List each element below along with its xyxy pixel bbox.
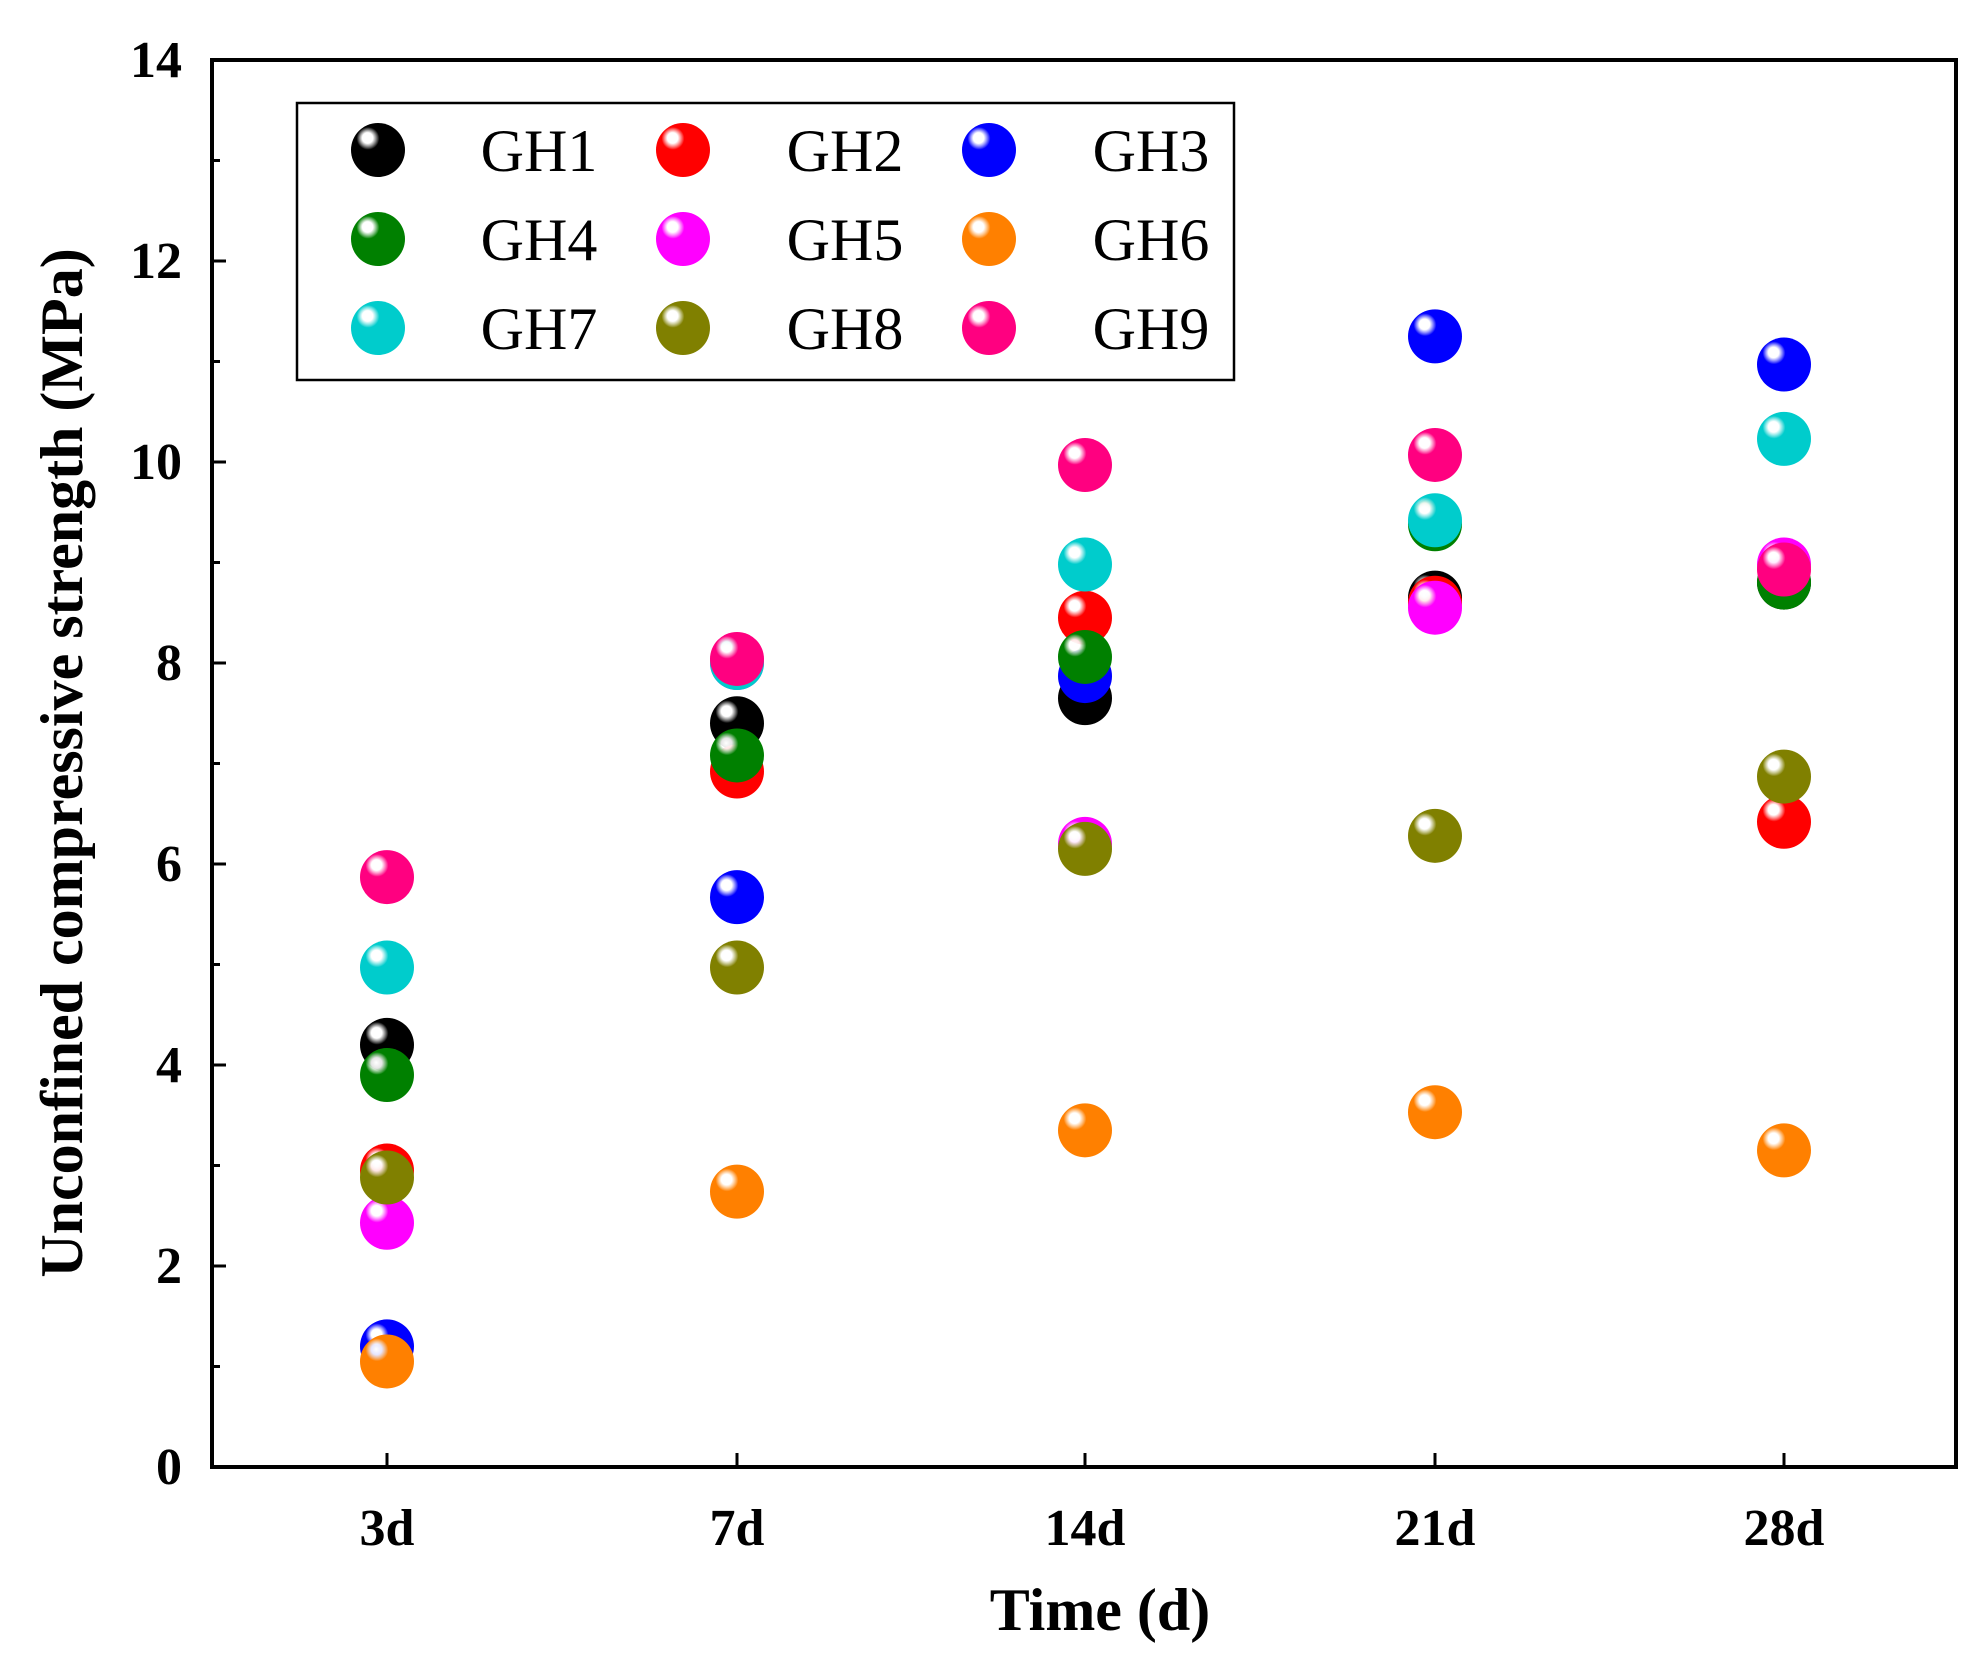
point-gh4-3d [360, 1048, 414, 1103]
point-gh4-14d [1058, 629, 1112, 684]
legend-marker-gh7 [351, 301, 405, 355]
point-gh4-7d [710, 728, 764, 783]
legend-marker-gh1 [351, 123, 405, 177]
y-tick-label-12: 12 [130, 233, 182, 290]
x-axis-title: Time (d) [990, 1577, 1211, 1643]
legend-marker-gh9 [962, 301, 1016, 355]
data-points [360, 309, 1811, 1389]
legend-label-gh6: GH6 [1093, 207, 1210, 273]
point-gh3-7d [710, 870, 764, 925]
legend-label-gh3: GH3 [1093, 118, 1210, 184]
point-gh5-3d [360, 1195, 414, 1250]
point-gh7-21d [1408, 493, 1462, 548]
point-gh9-14d [1058, 438, 1112, 493]
point-gh3-21d [1408, 309, 1462, 364]
legend-label-gh5: GH5 [787, 207, 904, 273]
point-gh8-3d [360, 1150, 414, 1205]
legend: GH1 GH2 GH3 GH4 GH5 GH6 GH7 GH8 GH9 [295, 101, 1236, 382]
legend-marker-gh5 [656, 212, 710, 266]
y-axis-title: Unconfined compressive strength (MPa) [29, 248, 95, 1277]
x-tick-label-14d: 14d [1045, 1500, 1126, 1557]
point-gh7-3d [360, 940, 414, 995]
y-tick-label-10: 10 [130, 434, 182, 491]
legend-marker-gh4 [351, 212, 405, 266]
point-gh9-28d [1757, 542, 1811, 597]
y-tick-label-14: 14 [130, 32, 182, 89]
legend-label-gh8: GH8 [787, 296, 904, 362]
y-tick-label-8: 8 [156, 635, 182, 692]
legend-label-gh4: GH4 [481, 207, 598, 273]
legend-marker-gh8 [656, 301, 710, 355]
y-tick-label-6: 6 [156, 836, 182, 893]
point-gh6-21d [1408, 1085, 1462, 1140]
x-tick-labels: 3d 7d 14d 21d 28d [360, 1500, 1825, 1557]
legend-box [295, 101, 1236, 382]
point-gh8-21d [1408, 808, 1462, 863]
x-tick-label-28d: 28d [1744, 1500, 1825, 1557]
x-tick-label-7d: 7d [710, 1500, 765, 1557]
point-gh2-14d [1058, 590, 1112, 645]
point-gh9-21d [1408, 427, 1462, 482]
legend-label-gh1: GH1 [481, 118, 598, 184]
point-gh7-28d [1757, 411, 1811, 466]
legend-marker-gh2 [656, 123, 710, 177]
point-gh8-28d [1757, 749, 1811, 804]
point-gh8-7d [710, 940, 764, 995]
point-gh9-3d [360, 850, 414, 905]
point-gh6-14d [1058, 1103, 1112, 1158]
legend-label-gh9: GH9 [1093, 296, 1210, 362]
point-gh8-14d [1058, 821, 1112, 876]
y-tick-label-0: 0 [156, 1439, 182, 1496]
point-gh6-28d [1757, 1123, 1811, 1178]
y-tick-labels: 0 2 4 6 8 10 12 14 [130, 32, 182, 1496]
x-tick-label-3d: 3d [360, 1500, 415, 1557]
point-gh6-7d [710, 1164, 764, 1219]
legend-label-gh7: GH7 [481, 296, 598, 362]
plot-frame [210, 58, 1958, 1469]
legend-label-gh2: GH2 [787, 118, 904, 184]
point-gh3-28d [1757, 337, 1811, 392]
y-tick-label-2: 2 [156, 1238, 182, 1295]
point-gh7-14d [1058, 537, 1112, 592]
point-gh5-21d [1408, 580, 1462, 635]
y-tick-label-4: 4 [156, 1037, 182, 1094]
legend-marker-gh6 [962, 212, 1016, 266]
x-tick-label-21d: 21d [1395, 1500, 1476, 1557]
point-gh6-3d [360, 1334, 414, 1389]
point-gh2-28d [1757, 794, 1811, 849]
point-gh9-7d [710, 631, 764, 686]
legend-marker-gh3 [962, 123, 1016, 177]
